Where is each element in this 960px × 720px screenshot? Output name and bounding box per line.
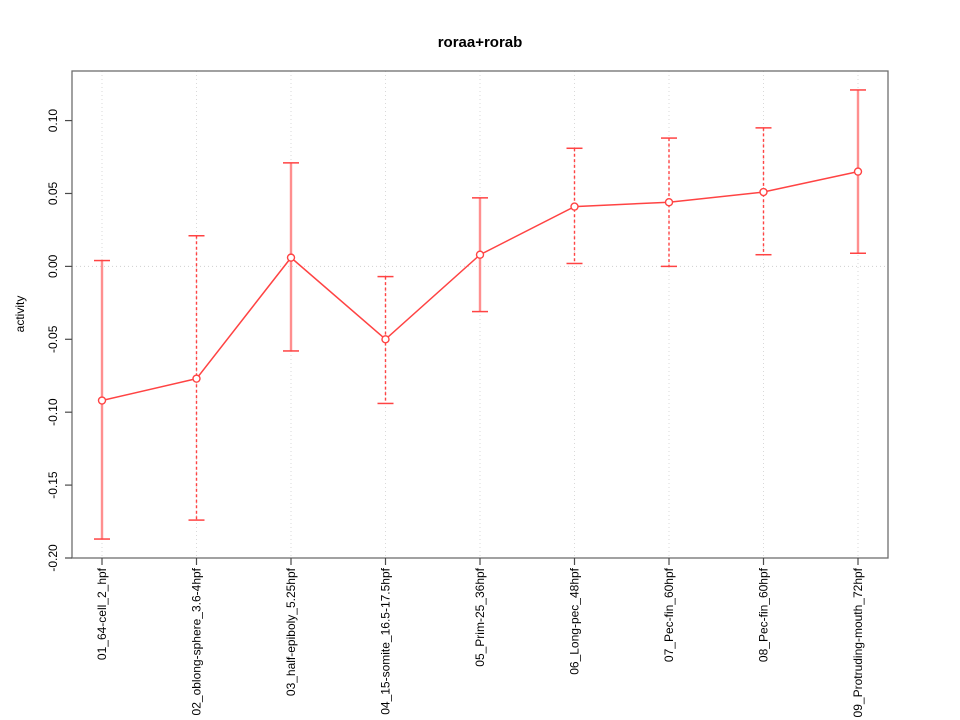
data-point <box>192 374 201 383</box>
data-point <box>664 198 674 207</box>
x-tick-label: 01_64-cell_2_hpf <box>95 567 109 660</box>
plot-content: 0.10 0.05 0.00 -0.05 -0.10 -0.15 -0.20 01_64-ce… <box>46 70 889 717</box>
x-tick-label: 02_oblong-sphere_3.6-4hpf <box>190 567 204 715</box>
x-tick-label: 06_Long-pec_48hpf <box>568 567 582 674</box>
y-tick-label: -0.15 <box>46 471 60 499</box>
data-point <box>570 202 579 211</box>
y-tick-label: 0.05 <box>46 181 60 205</box>
y-tick-label: -0.05 <box>46 325 60 353</box>
chart-title: roraa+rorab <box>438 34 523 51</box>
y-tick-label: 0.00 <box>46 254 60 278</box>
data-point <box>759 187 768 197</box>
x-tick-label: 04_15-somite_16.5-17.5hpf <box>379 567 393 714</box>
x-tick-label: 07_Pec-fin_60hpf <box>662 567 676 662</box>
data-point <box>286 253 296 262</box>
y-tick-label: -0.20 <box>46 544 60 572</box>
data-point <box>475 250 485 259</box>
data-point <box>97 396 107 405</box>
x-tick-label: 03_half-epiboly_5.25hpf <box>284 567 298 696</box>
y-axis-title: activity <box>13 296 27 333</box>
y-tick-label: -0.10 <box>46 398 60 426</box>
x-tick-label: 05_Prim-25_36hpf <box>473 567 487 666</box>
data-point <box>381 335 390 344</box>
x-tick-label: 08_Pec-fin_60hpf <box>757 567 771 662</box>
x-tick-label: 09_Protruding-mouth_72hpf <box>851 567 865 717</box>
data-point <box>853 167 863 176</box>
y-tick-label: 0.10 <box>46 109 60 133</box>
plot-border <box>71 70 889 559</box>
